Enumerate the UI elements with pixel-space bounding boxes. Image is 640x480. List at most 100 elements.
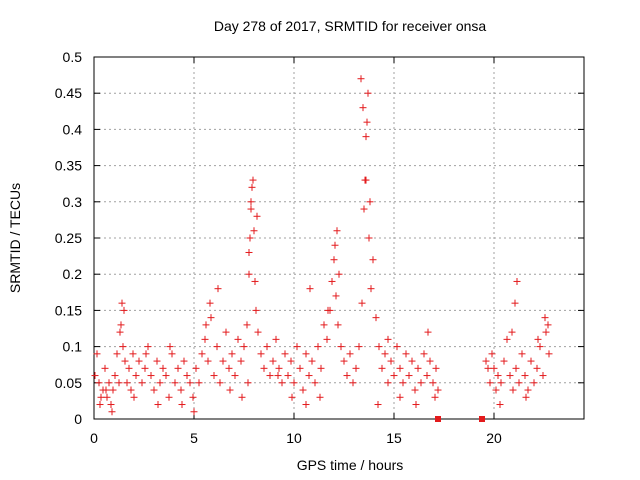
data-point bbox=[96, 401, 104, 409]
data-point bbox=[257, 350, 265, 358]
data-point bbox=[503, 335, 511, 343]
data-point bbox=[490, 364, 498, 372]
data-point bbox=[222, 328, 230, 336]
data-point bbox=[362, 176, 370, 184]
data-point bbox=[231, 372, 239, 380]
data-point bbox=[274, 372, 282, 380]
data-point bbox=[434, 386, 442, 394]
data-point bbox=[269, 357, 277, 365]
data-point bbox=[320, 321, 328, 329]
data-point bbox=[369, 256, 377, 264]
data-point bbox=[253, 212, 261, 220]
data-point bbox=[305, 372, 313, 380]
data-point bbox=[384, 379, 392, 387]
data-point bbox=[135, 357, 143, 365]
data-point bbox=[302, 350, 310, 358]
data-point bbox=[375, 343, 383, 351]
data-point bbox=[226, 386, 234, 394]
data-point bbox=[521, 372, 529, 380]
data-point bbox=[359, 104, 367, 112]
data-point bbox=[387, 357, 395, 365]
data-point bbox=[249, 176, 257, 184]
data-point bbox=[288, 393, 296, 401]
data-point bbox=[127, 386, 135, 394]
data-point bbox=[210, 372, 218, 380]
data-point bbox=[500, 357, 508, 365]
data-point bbox=[311, 379, 319, 387]
data-point bbox=[240, 343, 248, 351]
data-point bbox=[130, 393, 138, 401]
data-point bbox=[390, 372, 398, 380]
data-point bbox=[120, 306, 128, 314]
data-point bbox=[393, 343, 401, 351]
data-point bbox=[189, 393, 197, 401]
data-point bbox=[123, 379, 131, 387]
data-point bbox=[381, 350, 389, 358]
data-point bbox=[107, 401, 115, 409]
data-point bbox=[363, 118, 371, 126]
data-point bbox=[432, 364, 440, 372]
data-point bbox=[346, 350, 354, 358]
data-point bbox=[105, 379, 113, 387]
data-point bbox=[357, 75, 365, 83]
data-point bbox=[116, 328, 124, 336]
data-point bbox=[482, 357, 490, 365]
data-point bbox=[213, 343, 221, 351]
data-point bbox=[534, 335, 542, 343]
data-point bbox=[513, 277, 521, 285]
data-point bbox=[156, 379, 164, 387]
data-point bbox=[109, 386, 117, 394]
data-point bbox=[272, 335, 280, 343]
data-point bbox=[518, 350, 526, 358]
data-point bbox=[324, 306, 332, 314]
data-point bbox=[174, 364, 182, 372]
data-point bbox=[142, 350, 150, 358]
y-tick-label: 0.25 bbox=[55, 230, 82, 246]
data-point bbox=[378, 364, 386, 372]
data-point bbox=[317, 364, 325, 372]
data-point bbox=[417, 379, 425, 387]
data-point bbox=[165, 393, 173, 401]
data-point bbox=[278, 379, 286, 387]
data-point bbox=[171, 379, 179, 387]
data-point bbox=[496, 401, 504, 409]
data-point bbox=[536, 343, 544, 351]
data-point bbox=[306, 285, 314, 293]
data-point bbox=[358, 299, 366, 307]
data-point bbox=[328, 277, 336, 285]
data-point bbox=[530, 379, 538, 387]
y-tick-label: 0.45 bbox=[55, 85, 82, 101]
y-tick-label: 0.2 bbox=[63, 266, 83, 282]
data-point bbox=[192, 364, 200, 372]
data-point bbox=[424, 328, 432, 336]
data-point bbox=[245, 248, 253, 256]
data-point bbox=[365, 234, 373, 242]
x-tick-label: 10 bbox=[286, 430, 302, 446]
y-tick-label: 0 bbox=[74, 411, 82, 427]
data-point bbox=[337, 343, 345, 351]
data-point bbox=[113, 350, 121, 358]
data-point bbox=[302, 401, 310, 409]
data-point bbox=[384, 335, 392, 343]
data-point bbox=[186, 379, 194, 387]
data-point bbox=[508, 328, 516, 336]
x-tick-label: 15 bbox=[386, 430, 402, 446]
data-point bbox=[141, 364, 149, 372]
data-point bbox=[129, 350, 137, 358]
data-point bbox=[293, 343, 301, 351]
data-point bbox=[374, 401, 382, 409]
data-point bbox=[509, 386, 517, 394]
data-point bbox=[512, 364, 520, 372]
data-point bbox=[408, 357, 416, 365]
data-point bbox=[290, 379, 298, 387]
data-point bbox=[201, 335, 209, 343]
data-point bbox=[178, 401, 186, 409]
data-point bbox=[162, 372, 170, 380]
data-point bbox=[206, 299, 214, 307]
x-tick-label: 0 bbox=[90, 430, 98, 446]
data-point bbox=[515, 379, 523, 387]
data-point bbox=[168, 350, 176, 358]
data-point bbox=[204, 357, 212, 365]
data-point bbox=[247, 198, 255, 206]
data-point bbox=[335, 270, 343, 278]
